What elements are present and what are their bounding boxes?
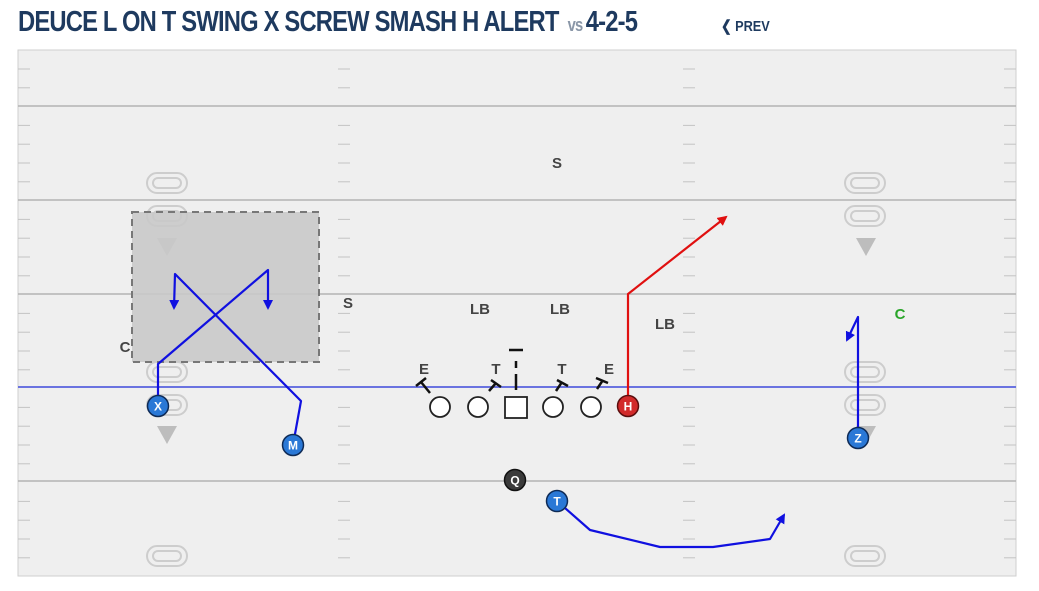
technique-mark bbox=[415, 377, 431, 394]
h-route bbox=[626, 215, 728, 406]
tackle-label: T bbox=[491, 361, 500, 378]
prev-label: PREV bbox=[735, 18, 770, 35]
player-q[interactable]: Q bbox=[503, 468, 527, 492]
direction-triangle-icon bbox=[856, 238, 876, 256]
player-m[interactable]: M bbox=[281, 433, 305, 457]
versus-label: vs bbox=[567, 15, 584, 35]
corner-label: C bbox=[895, 306, 906, 323]
defensive-line-marks bbox=[415, 348, 609, 394]
hash-marks bbox=[18, 68, 1016, 559]
defense-name: 4-2-5 bbox=[585, 6, 638, 38]
player-z[interactable]: Z bbox=[846, 426, 870, 450]
t-route bbox=[556, 500, 786, 549]
play-name: DEUCE L ON T SWING X SCREW SMASH H ALERT bbox=[18, 6, 559, 38]
x-route bbox=[156, 268, 273, 406]
linebacker-label: LB bbox=[655, 316, 675, 333]
svg-text:T: T bbox=[553, 495, 561, 509]
player-h[interactable]: H bbox=[616, 394, 640, 418]
end-label: E bbox=[419, 361, 429, 378]
play-header: DEUCE L ON T SWING X SCREW SMASH H ALERT… bbox=[18, 6, 773, 46]
safety-label: S bbox=[343, 295, 353, 312]
lineman[interactable] bbox=[429, 396, 451, 418]
safety-label: S bbox=[552, 155, 562, 172]
svg-text:M: M bbox=[288, 439, 298, 453]
defense-labels: S S LB LB LB C C E T T E bbox=[120, 155, 906, 378]
end-label: E bbox=[604, 361, 614, 378]
lineman[interactable] bbox=[542, 396, 564, 418]
svg-text:Q: Q bbox=[510, 474, 519, 488]
number-marker bbox=[844, 545, 886, 567]
linebacker-label: LB bbox=[550, 301, 570, 318]
player-t[interactable]: T bbox=[545, 489, 569, 513]
z-route bbox=[845, 315, 860, 438]
svg-text:X: X bbox=[154, 400, 162, 414]
nose-mark bbox=[509, 348, 523, 390]
svg-text:Z: Z bbox=[854, 432, 861, 446]
technique-mark bbox=[595, 376, 609, 390]
number-marker bbox=[844, 172, 886, 227]
technique-mark bbox=[488, 378, 502, 392]
chevron-left-icon: ❮ bbox=[721, 18, 732, 35]
lineman[interactable] bbox=[580, 396, 602, 418]
m-route bbox=[169, 272, 303, 446]
skill-players: X M H Q T Z bbox=[146, 394, 870, 513]
offensive-line bbox=[429, 396, 602, 419]
direction-triangle-icon bbox=[157, 426, 177, 444]
tackle-label: T bbox=[557, 361, 566, 378]
center[interactable] bbox=[504, 396, 528, 419]
player-x[interactable]: X bbox=[146, 394, 170, 418]
technique-mark bbox=[554, 378, 569, 392]
lineman[interactable] bbox=[467, 396, 489, 418]
number-marker bbox=[844, 361, 886, 416]
play-title: DEUCE L ON T SWING X SCREW SMASH H ALERT… bbox=[18, 6, 638, 39]
prev-button[interactable]: ❮ PREV bbox=[721, 17, 770, 35]
linebacker-label: LB bbox=[470, 301, 490, 318]
number-marker bbox=[146, 545, 188, 567]
corner-label: C bbox=[120, 339, 131, 356]
coverage-zone bbox=[131, 211, 320, 363]
svg-text:H: H bbox=[624, 400, 633, 414]
